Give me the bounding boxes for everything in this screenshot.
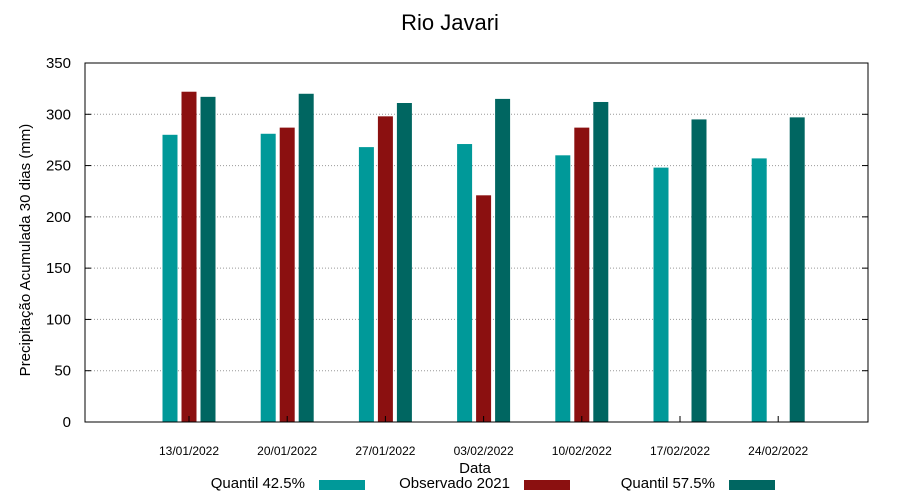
bar (377, 116, 393, 422)
y-tick-label: 100 (46, 311, 71, 328)
axes (84, 62, 869, 423)
bar (555, 155, 571, 423)
legend-label: Quantil 57.5% (620, 475, 715, 492)
legend-item-observado-2021: Observado 2021 (360, 474, 570, 496)
plot-frame (84, 62, 869, 423)
bars (162, 91, 805, 423)
x-tick-label: 13/01/2022 (159, 444, 219, 458)
y-tick-label: 350 (46, 55, 71, 72)
legend: Quantil 42.5% Observado 2021 Quantil 57.… (0, 474, 900, 496)
bar (593, 101, 609, 422)
bar (457, 144, 473, 422)
legend-swatch (524, 480, 570, 490)
legend-swatch (319, 480, 365, 490)
x-tick-label: 03/02/2022 (454, 444, 514, 458)
y-tick-label: 200 (46, 209, 71, 226)
bar (162, 134, 178, 423)
y-tick-label: 300 (46, 106, 71, 123)
x-tick-label: 27/01/2022 (355, 444, 415, 458)
bar (495, 98, 511, 423)
bar (200, 96, 216, 422)
y-tick-label: 250 (46, 158, 71, 175)
y-tick-label: 0 (63, 414, 71, 431)
bar (298, 93, 314, 423)
x-tick-label: 10/02/2022 (552, 444, 612, 458)
bar (691, 119, 707, 423)
legend-label: Observado 2021 (399, 475, 510, 492)
bar (653, 167, 669, 422)
y-tick-label: 50 (54, 363, 71, 380)
x-tick-label: 17/02/2022 (650, 444, 710, 458)
bar (789, 117, 805, 422)
legend-item-quantil-42: Quantil 42.5% (160, 474, 365, 496)
bar (358, 147, 374, 422)
chart-title: Rio Javari (401, 10, 499, 35)
bar (279, 127, 295, 423)
x-axis-label: Data (459, 460, 491, 477)
legend-item-quantil-57: Quantil 57.5% (570, 474, 775, 496)
bar (260, 133, 276, 422)
bar (476, 195, 492, 422)
x-tick-label: 24/02/2022 (748, 444, 808, 458)
bar (574, 127, 590, 423)
y-axis-ticks: 0 50 100 150 200 250 300 350 (46, 55, 868, 431)
x-axis-ticks: 13/01/2022 20/01/2022 27/01/2022 03/02/2022… (159, 416, 809, 458)
y-tick-label: 150 (46, 260, 71, 277)
bar (181, 91, 197, 422)
bar (396, 103, 412, 422)
legend-label: Quantil 42.5% (210, 475, 305, 492)
legend-swatch (729, 480, 775, 490)
x-tick-label: 20/01/2022 (257, 444, 317, 458)
bar (751, 158, 767, 423)
y-axis-label: Precipitação Acumulada 30 dias (mm) (17, 124, 34, 377)
